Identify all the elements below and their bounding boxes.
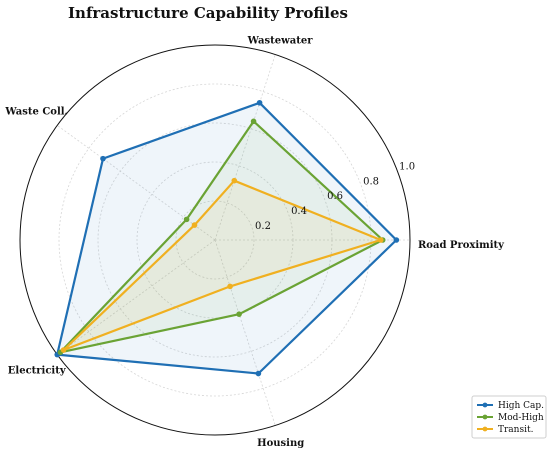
radial-tick-label: 1.0 [399,161,415,172]
data-point [100,155,106,162]
series-layer [54,99,400,377]
legend-frame [471,395,547,439]
legend: High Cap. Mod-High Transit. [471,395,547,439]
legend-label: Mod-High [498,413,544,423]
axis-label: Waste Coll. [4,106,68,117]
axis-labels: Road Proximity Wastewater Waste Coll. Elect… [4,36,505,449]
data-point [255,370,262,377]
chart-title: Infrastructure Capability Profiles [68,4,348,22]
series-area [57,102,397,374]
grid-spoke [214,54,276,241]
data-point [377,237,384,243]
legend-marker [482,402,488,408]
data-point [227,283,233,290]
outer-ring [19,44,411,436]
radial-tick-labels: 0.2 0.4 0.6 0.8 1.0 [255,161,415,232]
axis-label: Wastewater [247,36,314,47]
data-point [393,237,400,243]
grid-ring [175,200,255,280]
axis-label: Road Proximity [418,240,505,251]
series-line [62,179,382,352]
series-line [56,101,398,375]
data-point [231,177,238,184]
series-area [63,180,381,350]
legend-marker [482,426,488,432]
legend-label: High Cap. [498,401,544,411]
axis-label: Housing [257,438,304,449]
data-point [60,347,67,353]
data-point [191,222,198,228]
legend-marker [482,414,488,420]
axis-label: Electricity [8,366,67,377]
grid-spoke [57,239,216,355]
radial-tick-label: 0.8 [363,176,379,187]
data-point [236,311,242,317]
data-point [183,216,190,223]
radial-tick-label: 0.6 [327,191,343,202]
data-point [256,99,263,106]
data-point [250,118,257,125]
radial-tick-label: 0.2 [255,221,271,232]
legend-label: Transit. [498,425,534,435]
series-area [60,121,383,353]
grid-spoke [214,239,276,426]
radial-tick-label: 0.4 [291,206,307,217]
series-line [59,120,384,354]
